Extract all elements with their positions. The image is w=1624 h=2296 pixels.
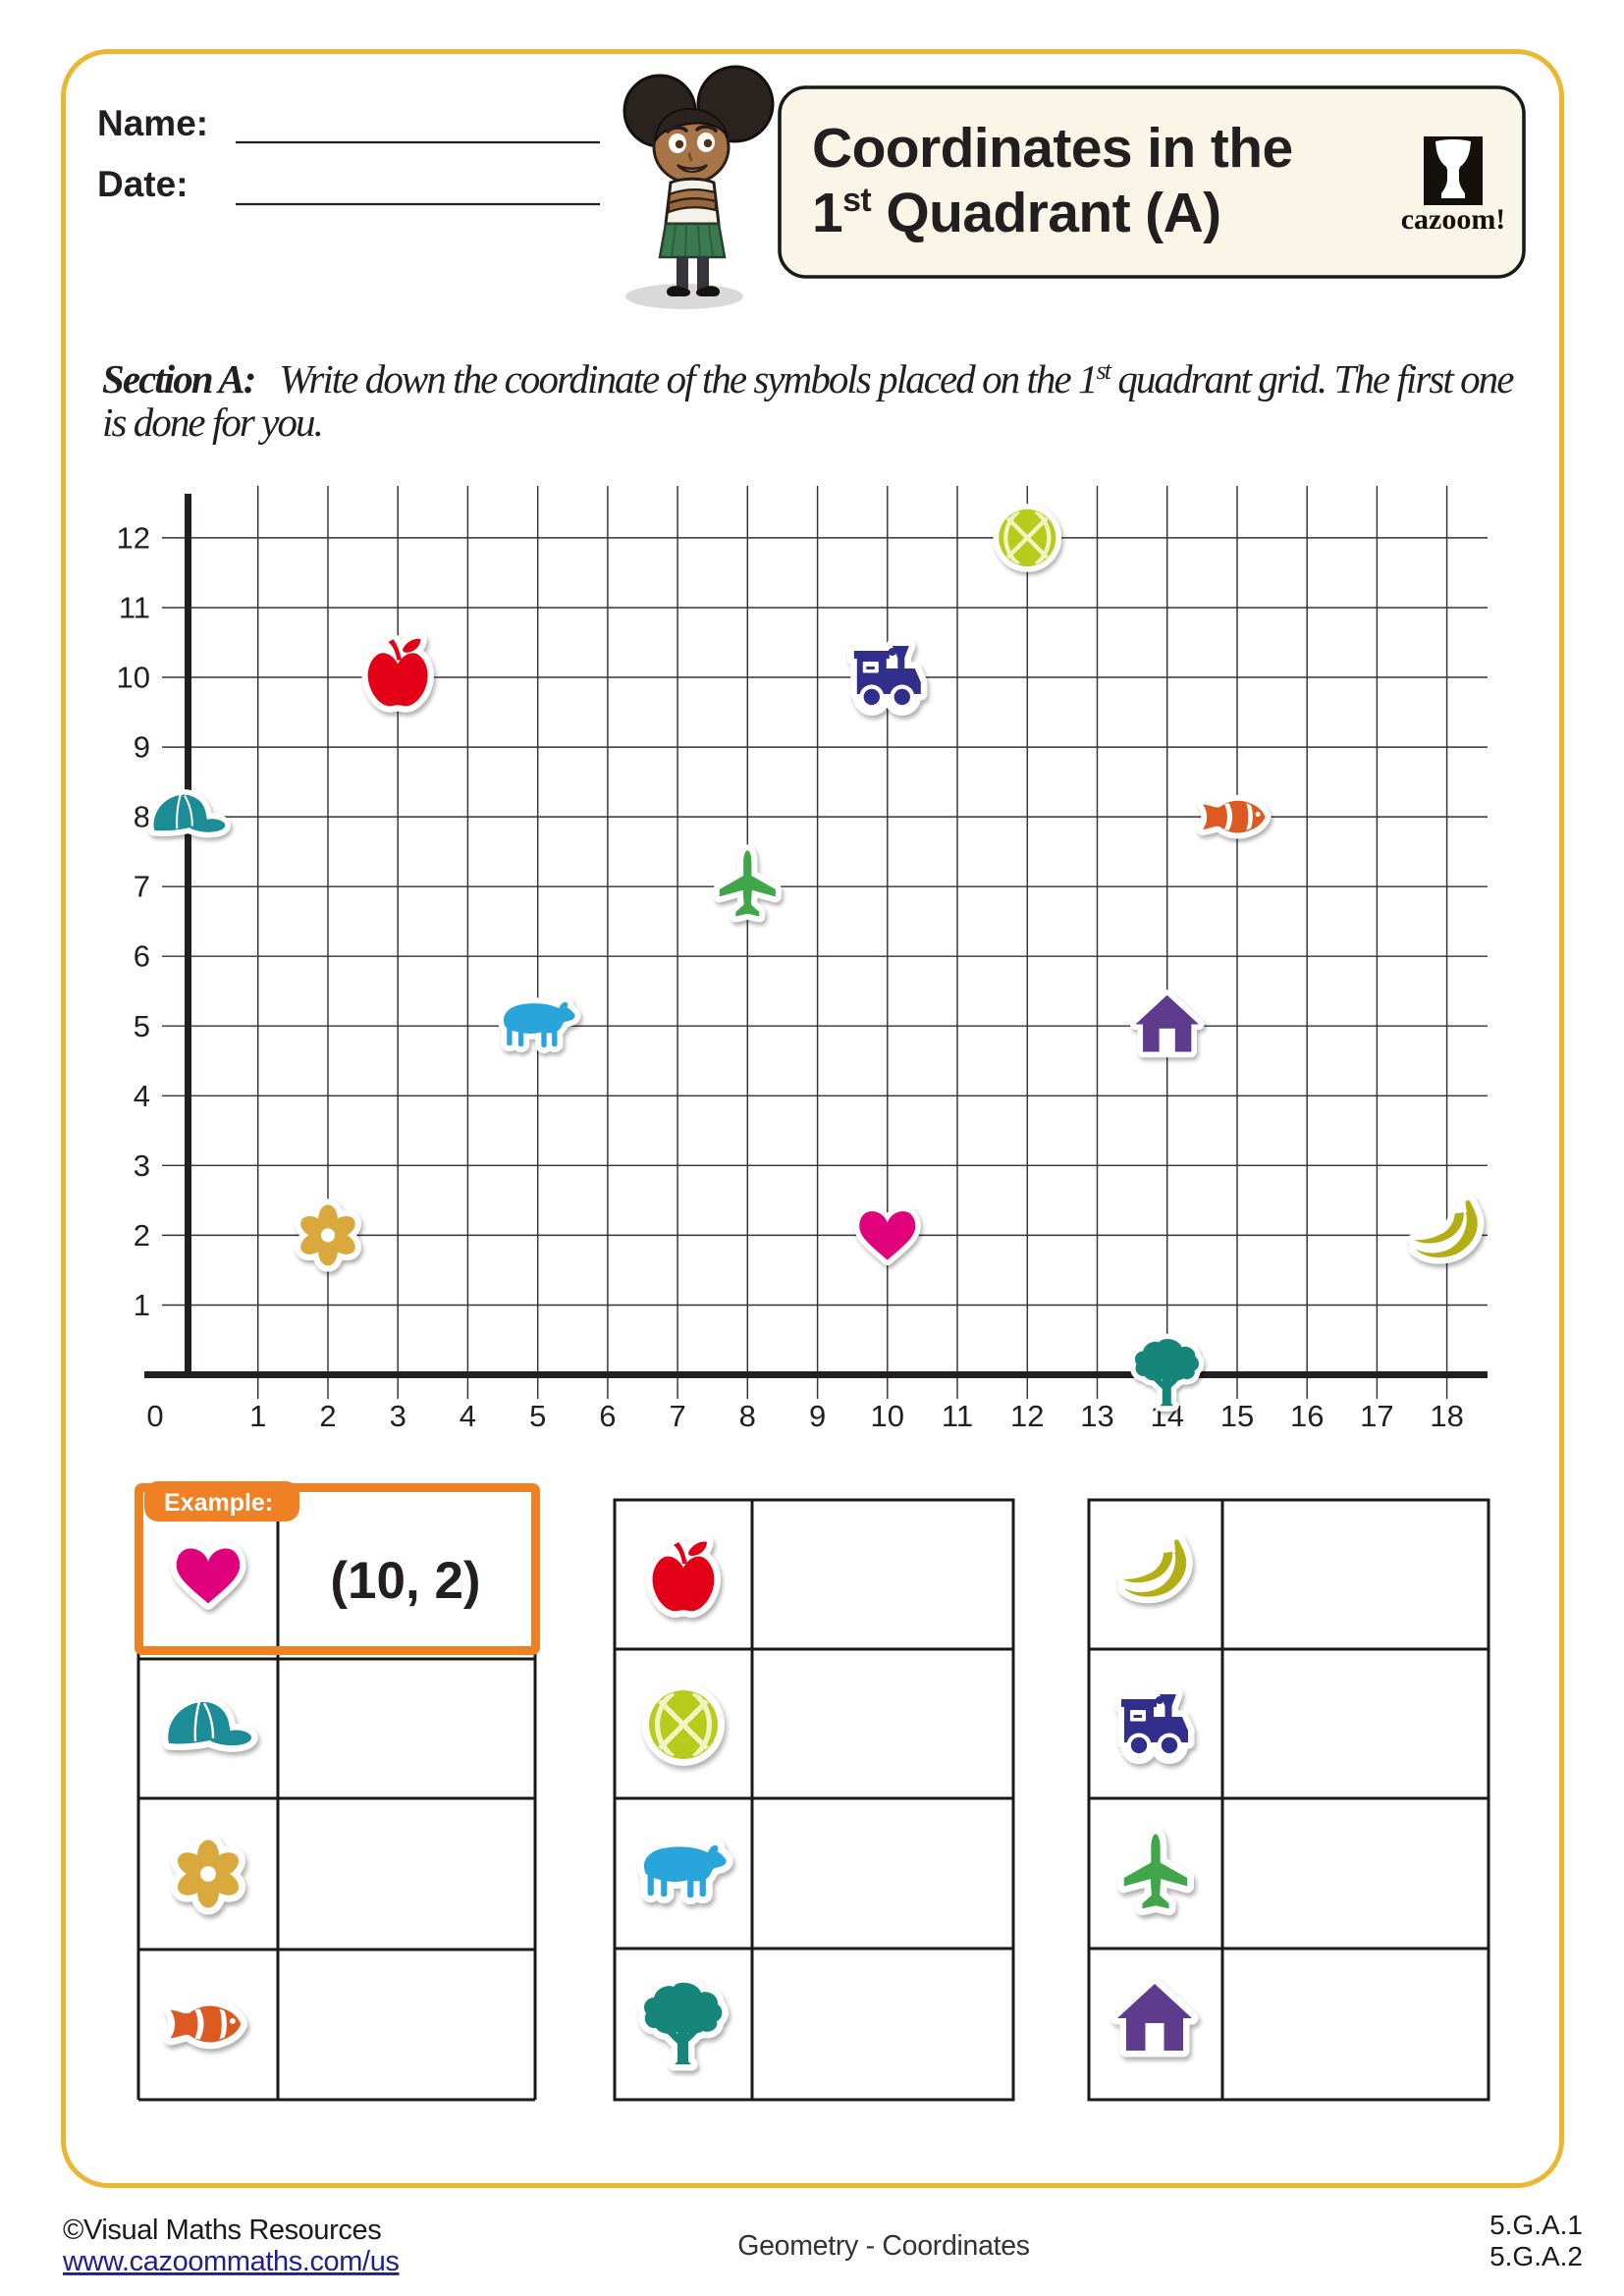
svg-text:16: 16 <box>1290 1399 1324 1433</box>
svg-text:1st Quadrant (A): 1st Quadrant (A) <box>812 182 1221 244</box>
svg-text:12: 12 <box>117 520 150 555</box>
svg-text:cazoom!: cazoom! <box>1401 203 1506 236</box>
svg-text:6: 6 <box>134 939 150 974</box>
svg-text:4: 4 <box>134 1079 150 1113</box>
svg-text:8: 8 <box>739 1399 756 1433</box>
svg-text:10: 10 <box>871 1399 904 1433</box>
svg-text:18: 18 <box>1430 1399 1463 1433</box>
svg-text:Geometry - Coordinates: Geometry - Coordinates <box>737 2230 1030 2262</box>
svg-text:15: 15 <box>1220 1399 1254 1433</box>
svg-text:9: 9 <box>134 730 150 765</box>
svg-text:0: 0 <box>146 1399 163 1433</box>
svg-text:Section A: Write down the co: Section A: Write down the coordinate of … <box>102 356 1514 401</box>
svg-text:©Visual Maths Resources: ©Visual Maths Resources <box>63 2215 381 2246</box>
svg-text:13: 13 <box>1080 1399 1113 1433</box>
svg-text:3: 3 <box>134 1148 150 1183</box>
svg-text:(10, 2): (10, 2) <box>330 1552 480 1610</box>
svg-text:11: 11 <box>942 1399 973 1433</box>
svg-text:2: 2 <box>134 1218 150 1253</box>
svg-text:www.cazoommaths.com/us: www.cazoommaths.com/us <box>62 2246 400 2277</box>
svg-text:Coordinates in the: Coordinates in the <box>812 117 1293 180</box>
svg-text:is done for you.: is done for you. <box>102 400 322 445</box>
svg-text:7: 7 <box>669 1399 685 1433</box>
svg-text:1: 1 <box>249 1399 266 1433</box>
svg-text:5: 5 <box>134 1009 150 1043</box>
svg-text:4: 4 <box>460 1399 476 1433</box>
svg-text:17: 17 <box>1360 1399 1393 1433</box>
svg-text:11: 11 <box>119 591 150 625</box>
svg-text:1: 1 <box>134 1288 150 1322</box>
svg-text:8: 8 <box>134 800 150 834</box>
svg-text:12: 12 <box>1010 1399 1044 1433</box>
svg-text:7: 7 <box>134 870 150 904</box>
svg-text:Example:: Example: <box>164 1489 273 1517</box>
svg-text:2: 2 <box>319 1399 336 1433</box>
svg-text:10: 10 <box>117 661 150 695</box>
svg-text:3: 3 <box>390 1399 406 1433</box>
svg-text:5: 5 <box>529 1399 546 1433</box>
svg-text:5.G.A.2: 5.G.A.2 <box>1489 2241 1583 2271</box>
svg-text:5.G.A.1: 5.G.A.1 <box>1489 2210 1583 2240</box>
svg-text:Date:: Date: <box>97 164 189 204</box>
svg-text:9: 9 <box>809 1399 826 1433</box>
svg-text:Name:: Name: <box>97 103 208 143</box>
svg-text:6: 6 <box>599 1399 616 1433</box>
